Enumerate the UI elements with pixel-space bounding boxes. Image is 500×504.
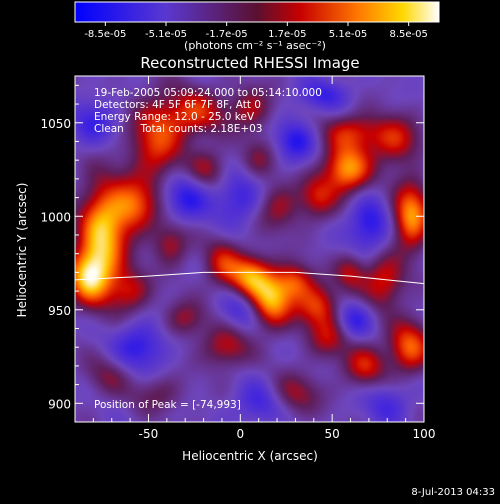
y-tick-label: 900 (48, 397, 71, 411)
y-tick-label: 950 (48, 304, 71, 318)
info-block: 19-Feb-2005 05:09:24.000 to 05:14:10.000… (94, 87, 322, 135)
info-time-range: 19-Feb-2005 05:09:24.000 to 05:14:10.000 (94, 87, 322, 99)
colorbar-tick-label: 1.7e-05 (268, 29, 306, 40)
colorbar-tick-label: 8.5e-05 (389, 29, 427, 40)
y-tick-label: 1050 (40, 117, 71, 131)
colorbar-tick-label: -8.5e-05 (84, 29, 126, 40)
chart-title: Reconstructed RHESSI Image (140, 54, 359, 72)
x-axis-label: Heliocentric X (arcsec) (182, 449, 318, 463)
plot-frame (74, 75, 425, 423)
heatmap-area (75, 76, 424, 422)
footer-date: 8-Jul-2013 04:33 (411, 487, 495, 498)
x-tick-label: -50 (139, 427, 159, 441)
info-energy-range: Energy Range: 12.0 - 25.0 keV (94, 111, 255, 123)
info-detectors: Detectors: 4F 5F 6F 7F 8F, Att 0 (94, 99, 261, 111)
solar-limb-line (75, 271, 424, 285)
y-axis-label: Heliocentric Y (arcsec) (15, 183, 29, 318)
axes: -50 0 50 100 900 950 1000 1050 (40, 76, 435, 441)
x-tick-label: 0 (236, 427, 244, 441)
x-tick-label: 100 (413, 427, 436, 441)
info-clean-counts: Clean Total counts: 2.18E+03 (94, 123, 263, 135)
colorbar-units: (photons cm⁻² s⁻¹ asec⁻²) (184, 39, 326, 52)
colorbar-tick-label: -5.1e-05 (145, 29, 187, 40)
y-tick-label: 1000 (40, 210, 71, 224)
colorbar-tick-label: 5.1e-05 (329, 29, 367, 40)
colorbar-gradient (74, 1, 440, 23)
heatmap-image (75, 76, 424, 422)
colorbar-ticks: -8.5e-05 -5.1e-05 -1.7e-05 1.7e-05 5.1e-05 8.… (84, 22, 428, 40)
peak-position-label: Position of Peak = [-74,993] (94, 399, 241, 411)
colorbar-tick-label: -1.7e-05 (206, 29, 248, 40)
colorbar: -8.5e-05 -5.1e-05 -1.7e-05 1.7e-05 5.1e-05 8.… (74, 1, 440, 52)
x-tick-label: 50 (325, 427, 340, 441)
